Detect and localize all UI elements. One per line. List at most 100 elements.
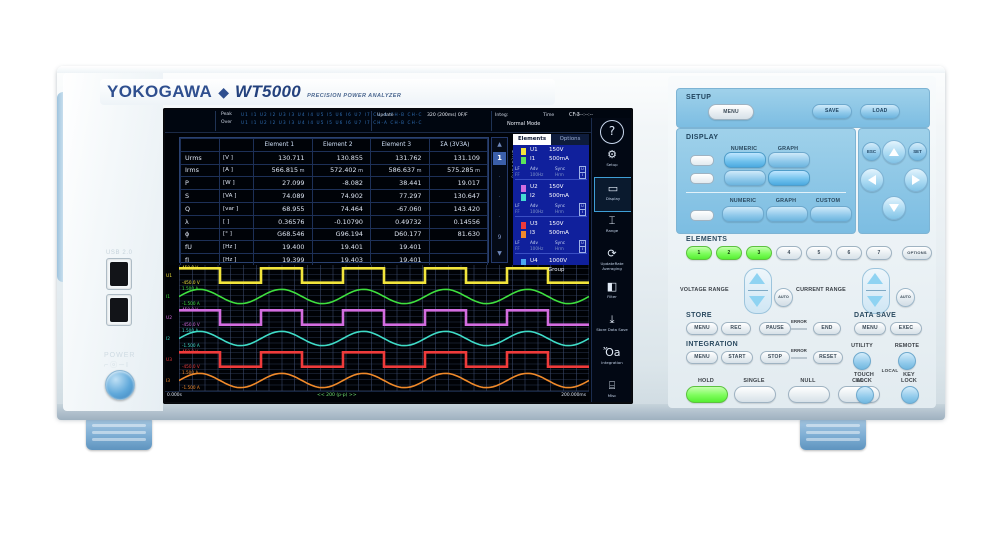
tab-options[interactable]: Options — [551, 134, 589, 145]
waveform-trace-row: U2 450.0 V -450.0 V — [165, 307, 589, 328]
local-label: LOCAL — [881, 368, 899, 373]
element-button-2[interactable]: 2 — [716, 246, 742, 260]
element-button-4[interactable]: 4 — [776, 246, 802, 260]
display-graph-button-1[interactable] — [768, 152, 810, 168]
store-menu-button[interactable]: MENU — [686, 322, 718, 335]
display-numeric-button-1[interactable] — [724, 152, 766, 168]
chassis-bottom-edge — [57, 404, 945, 420]
element-button-3[interactable]: 3 — [746, 246, 772, 260]
help-icon[interactable]: ? — [600, 120, 624, 144]
measurement-table: Element 1 Element 2 Element 3 ΣA (3V3A) Urm… — [180, 138, 488, 267]
last-page-number[interactable]: 9 — [497, 234, 502, 241]
key-lock-button[interactable] — [901, 386, 919, 404]
display-graph-button-2[interactable] — [768, 170, 810, 186]
table-row[interactable]: ϕ [° ] G68.546 G96.194 D60.177 81.630 — [180, 227, 488, 242]
current-auto-button[interactable]: AUTO — [896, 288, 915, 307]
numeric-measurement-table[interactable]: Element 1 Element 2 Element 3 ΣA (3V3A) Urm… — [179, 137, 489, 267]
table-row[interactable]: P [W ] 27.099 -8.082 38.441 19.017 — [180, 176, 488, 191]
tab-elements[interactable]: Elements — [513, 134, 551, 145]
function-icon-rail[interactable]: ? ⚙ Setup ▭ Display ⌶ Range ⟳ UpdateRate Averag… — [591, 118, 631, 402]
nav-up-button[interactable] — [882, 140, 906, 164]
element-button-1[interactable]: 1 — [686, 246, 712, 260]
page-dot[interactable]: · — [498, 174, 501, 181]
measurement-value: 77.297 — [370, 189, 430, 203]
rocker-down-icon[interactable] — [867, 296, 883, 307]
voltage-range-rocker[interactable] — [744, 268, 772, 314]
icon-rail-range[interactable]: ⌶ Range — [594, 210, 630, 243]
row-unit: [A ] — [219, 163, 254, 178]
setup-menu-button[interactable]: MENU — [708, 104, 754, 120]
table-row[interactable]: fI [Hz ] 19.399 19.403 19.401 — [180, 253, 488, 267]
element-button-6[interactable]: 6 — [836, 246, 862, 260]
nav-right-button[interactable] — [904, 168, 928, 192]
datasave-menu-button[interactable]: MENU — [854, 322, 886, 335]
setup-load-button[interactable]: LOAD — [860, 104, 900, 119]
utility-button[interactable] — [853, 352, 871, 370]
nav-down-button[interactable] — [882, 196, 906, 220]
table-row[interactable]: Irms [A ] 566.815 m 572.402 m 586.637 m 575.2… — [180, 163, 488, 178]
remote-button[interactable] — [898, 352, 916, 370]
measurement-value: 19.017 — [428, 176, 488, 191]
icon-rail-gear[interactable]: ⚙ Setup — [594, 144, 630, 177]
current-range-rocker[interactable] — [862, 268, 890, 314]
voltage-auto-button[interactable]: AUTO — [774, 288, 793, 307]
single-label: SINGLE — [743, 378, 765, 384]
icon-rail-store[interactable]: ⤓ Store Data Save — [594, 309, 630, 342]
hold-button[interactable] — [686, 386, 728, 403]
element-button-5[interactable]: 5 — [806, 246, 832, 260]
lcd-screen[interactable]: Peak Over U1 I1 U2 I2 U3 I3 U4 I4 U5 I5 … — [165, 110, 631, 402]
icon-rail-display[interactable]: ▭ Display — [594, 177, 631, 212]
waveform-trace — [179, 351, 589, 368]
single-button[interactable] — [734, 386, 776, 403]
display-numeric-button-2[interactable] — [724, 170, 766, 186]
setup-save-button[interactable]: SAVE — [812, 104, 852, 119]
row-symbol: ϕ — [180, 227, 220, 242]
element-button-7[interactable]: 7 — [866, 246, 892, 260]
display-custom-button[interactable] — [810, 206, 852, 222]
rocker-down-icon[interactable] — [749, 296, 765, 307]
table-row[interactable]: Urms [V ] 130.711 130.855 131.762 131.109 — [180, 150, 488, 165]
esc-button[interactable]: ESC — [862, 142, 881, 161]
table-row[interactable]: Q [var ] 68.955 74.464 -67.060 143.420 — [180, 201, 488, 216]
page-up-arrow-icon[interactable]: ▲ — [497, 141, 502, 148]
set-button[interactable]: SET — [908, 142, 927, 161]
datasave-exec-button[interactable]: EXEC — [890, 322, 922, 335]
element-current-color-swatch — [521, 194, 526, 201]
touch-lock-button[interactable] — [856, 386, 874, 404]
icon-rail-filter[interactable]: ◧ Filter — [594, 276, 630, 309]
measurement-value: 575.285 m — [428, 163, 488, 178]
table-row[interactable]: fU [Hz ] 19.400 19.401 19.401 — [180, 240, 488, 255]
page-dot[interactable]: · — [498, 214, 501, 221]
element-options-button[interactable]: OPTIONS — [902, 246, 932, 260]
power-button[interactable] — [105, 370, 135, 400]
icon-rail-chart[interactable]: Ὄa Integration — [594, 342, 630, 375]
usb-port-top[interactable] — [106, 258, 132, 290]
integration-reset-button[interactable]: RESET — [813, 351, 843, 364]
table-row[interactable]: S [VA ] 74.089 74.902 77.297 130.647 — [180, 189, 488, 203]
rocker-up-icon[interactable] — [749, 273, 765, 284]
integration-stop-button[interactable]: STOP — [760, 351, 790, 364]
display-graph-button-3[interactable] — [766, 206, 808, 222]
icon-rail-refresh[interactable]: ⟳ UpdateRate Averaging — [594, 243, 630, 276]
page-dot[interactable]: · — [498, 194, 501, 201]
store-end-button[interactable]: END — [813, 322, 841, 335]
null-button[interactable] — [788, 386, 830, 403]
display-numeric-button-3[interactable] — [722, 206, 764, 222]
page-down-arrow-icon[interactable]: ▼ — [497, 250, 502, 257]
usb-port-bottom[interactable] — [106, 294, 132, 326]
store-rec-button[interactable]: REC — [721, 322, 751, 335]
waveform-timebar: 0.000s << 200 (p-p) >> 200.000ms — [165, 391, 589, 402]
element-badge-i: I — [579, 246, 586, 253]
page-scroll-strip[interactable]: ▲ 1 · · · 9 ▼ — [491, 137, 508, 263]
rocker-up-icon[interactable] — [867, 273, 883, 284]
integration-start-button[interactable]: START — [721, 351, 753, 364]
waveform-display[interactable]: U1 450.0 V -450.0 V I1 1.500 A -1.500 A U2 450.… — [165, 265, 589, 402]
table-header-row: Element 1 Element 2 Element 3 ΣA (3V3A) — [180, 138, 488, 152]
waveform-channel-label: U2 — [166, 315, 173, 321]
current-page-number[interactable]: 1 — [493, 152, 506, 165]
integration-menu-button[interactable]: MENU — [686, 351, 718, 364]
icon-rail-misc[interactable]: ⌸ Misc — [594, 375, 630, 402]
table-row[interactable]: λ[ ] 0.36576 -0.10790 0.49732 0.14556 — [180, 214, 488, 229]
store-pause-button[interactable]: PAUSE — [759, 322, 791, 335]
nav-left-button[interactable] — [860, 168, 884, 192]
